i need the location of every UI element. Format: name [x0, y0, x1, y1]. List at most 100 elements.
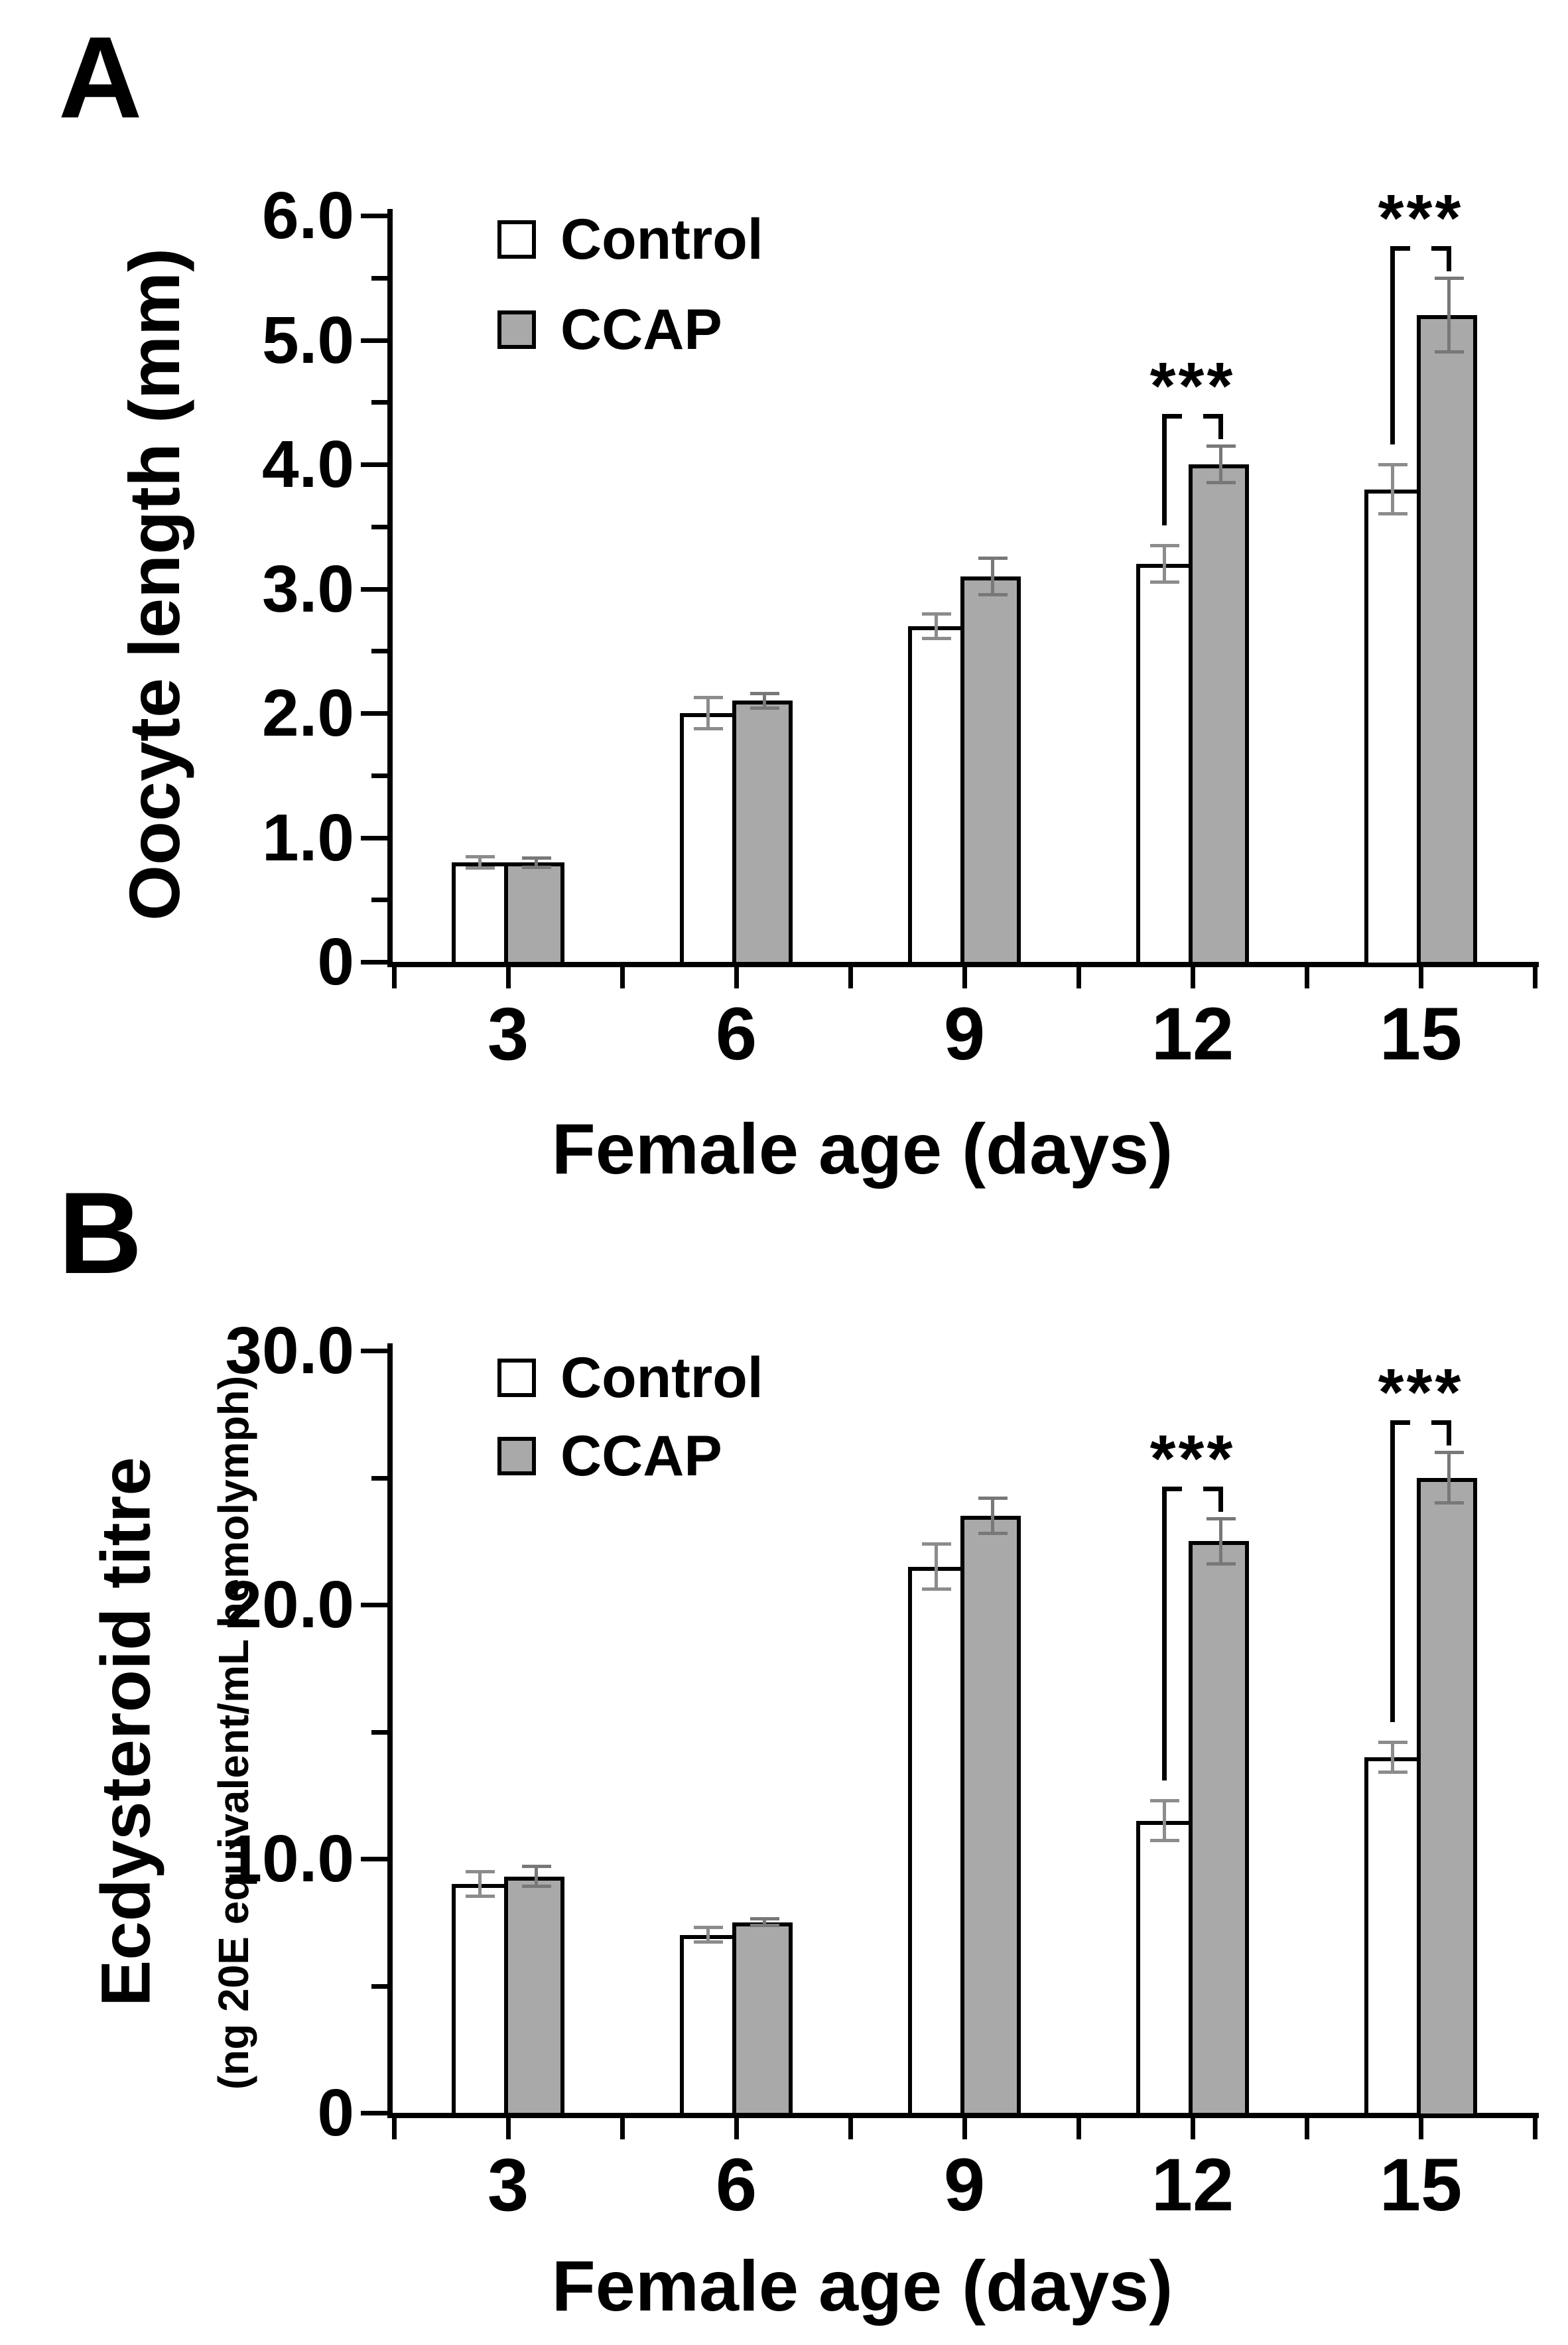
sig-bracket-right-horizontal: [1203, 1487, 1223, 1491]
sig-bracket-left-horizontal: [1390, 246, 1410, 251]
x-tick-label: 15: [1379, 2143, 1463, 2226]
x-category-tick: [1419, 967, 1423, 988]
control-bar: [680, 713, 736, 966]
y-major-tick: [361, 1857, 387, 1861]
error-bar-cap-bottom: [1435, 350, 1464, 354]
error-bar-line: [1163, 1800, 1166, 1841]
x-boundary-tick: [1533, 967, 1537, 988]
y-tick-label: 5.0: [261, 303, 354, 377]
error-bar-cap-bottom: [1378, 1771, 1407, 1774]
y-major-tick: [361, 338, 387, 343]
sig-bracket-right-horizontal: [1431, 1420, 1451, 1425]
error-bar-cap-top: [1150, 544, 1179, 547]
error-bar-line: [1219, 446, 1222, 483]
y-tick-label: 20.0: [225, 1568, 354, 1642]
x-boundary-tick: [1305, 967, 1309, 988]
error-bar-cap-top: [522, 856, 551, 860]
error-bar-cap-bottom: [1207, 1562, 1236, 1566]
error-bar-cap-bottom: [750, 1924, 779, 1927]
error-bar-cap-top: [466, 1870, 495, 1873]
y-axis-line: [387, 209, 393, 967]
error-bar-line: [706, 1927, 710, 1942]
error-bar-cap-top: [922, 612, 951, 616]
y-tick-label: 1.0: [261, 801, 354, 875]
ccap-bar: [504, 1877, 564, 2117]
y-minor-tick: [371, 525, 387, 529]
error-bar-cap-top: [522, 1865, 551, 1868]
y-minor-tick: [371, 1476, 387, 1481]
x-tick-label: 3: [487, 2143, 529, 2226]
y-major-tick: [361, 214, 387, 218]
sig-bracket-left-horizontal: [1390, 1420, 1410, 1425]
error-bar-cap-bottom: [1435, 1501, 1464, 1505]
sig-bracket-left-vertical: [1390, 1420, 1395, 1722]
control-bar: [908, 626, 964, 966]
error-bar-cap-top: [922, 1542, 951, 1546]
x-category-tick: [734, 967, 739, 988]
x-category-tick: [1191, 967, 1195, 988]
error-bar-line: [763, 1918, 766, 1926]
control-bar: [1364, 1757, 1421, 2117]
error-bar-line: [991, 1498, 994, 1534]
x-boundary-tick: [392, 2118, 397, 2139]
x-boundary-tick: [1077, 967, 1081, 988]
error-bar-line: [991, 558, 994, 595]
y-major-tick: [361, 1349, 387, 1353]
error-bar-line: [935, 614, 938, 639]
legend-label-control: Control: [560, 1346, 763, 1410]
ccap-bar: [1189, 1541, 1249, 2117]
legend-swatch-ccap: [497, 310, 536, 349]
x-boundary-tick: [1533, 2118, 1537, 2139]
control-bar: [1136, 1821, 1193, 2117]
x-boundary-tick: [848, 967, 853, 988]
control-bar: [1136, 564, 1193, 966]
sig-bracket-left-vertical: [1390, 246, 1395, 444]
error-bar-cap-top: [1378, 463, 1407, 466]
error-bar-cap-bottom: [694, 727, 723, 730]
sig-bracket-right-vertical: [1218, 1487, 1223, 1512]
y-tick-label: 4.0: [261, 427, 354, 502]
error-bar-line: [763, 693, 766, 708]
error-bar-line: [1447, 1452, 1451, 1503]
ccap-bar: [1189, 464, 1249, 966]
significance-stars: ***: [1149, 349, 1236, 423]
sig-bracket-left-vertical: [1162, 1487, 1167, 1780]
panel-a-letter: A: [58, 13, 143, 143]
error-bar-cap-bottom: [978, 1532, 1008, 1535]
x-tick-label: 15: [1379, 992, 1463, 1075]
panel-a-x-axis-title: Female age (days): [551, 1108, 1173, 1189]
y-minor-tick: [371, 898, 387, 902]
error-bar-line: [535, 858, 538, 868]
x-category-tick: [962, 2118, 967, 2139]
error-bar-line: [478, 856, 482, 869]
error-bar-cap-top: [1435, 1451, 1464, 1454]
x-boundary-tick: [848, 2118, 853, 2139]
x-category-tick: [1419, 2118, 1423, 2139]
error-bar-cap-bottom: [466, 1895, 495, 1898]
error-bar-line: [935, 1544, 938, 1589]
panel-b-letter: B: [58, 1169, 143, 1298]
y-minor-tick: [371, 649, 387, 653]
error-bar-cap-bottom: [1378, 512, 1407, 515]
error-bar-line: [1391, 1742, 1394, 1773]
error-bar-cap-bottom: [522, 866, 551, 869]
y-major-tick: [361, 960, 387, 965]
y-major-tick: [361, 1603, 387, 1607]
error-bar-line: [1219, 1518, 1222, 1564]
error-bar-cap-bottom: [922, 637, 951, 640]
x-tick-label: 3: [487, 992, 529, 1075]
sig-bracket-right-horizontal: [1203, 414, 1223, 419]
x-tick-label: 6: [715, 2143, 757, 2226]
x-boundary-tick: [1305, 2118, 1309, 2139]
error-bar-cap-bottom: [1207, 481, 1236, 484]
error-bar-cap-top: [694, 1926, 723, 1929]
x-tick-label: 12: [1151, 992, 1234, 1075]
significance-stars: ***: [1378, 181, 1464, 255]
legend-swatch-control: [497, 1359, 536, 1397]
ccap-bar: [504, 862, 564, 966]
sig-bracket-left-horizontal: [1162, 1487, 1182, 1491]
sig-bracket-right-vertical: [1218, 414, 1223, 439]
y-tick-label: 30.0: [225, 1313, 354, 1388]
error-bar-line: [535, 1866, 538, 1887]
control-bar: [1364, 490, 1421, 967]
